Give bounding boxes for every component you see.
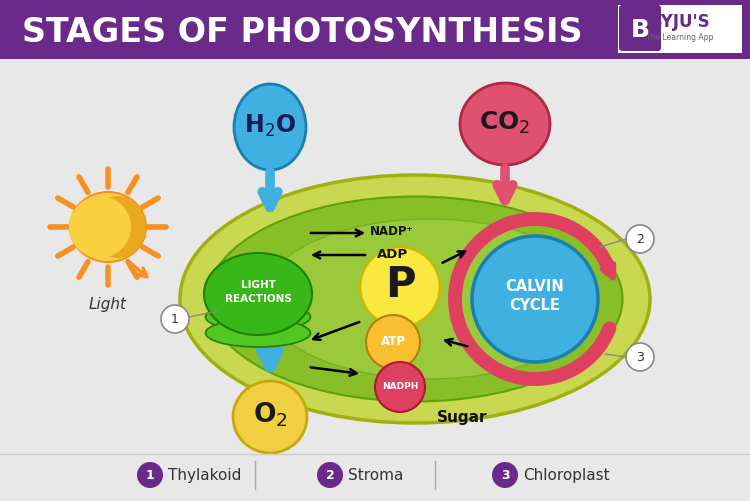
Text: 2: 2 — [326, 468, 334, 481]
Ellipse shape — [70, 192, 146, 263]
Text: Sugar: Sugar — [436, 410, 488, 425]
Text: H$_2$O: H$_2$O — [244, 113, 296, 139]
Ellipse shape — [206, 304, 310, 331]
Text: Chloroplast: Chloroplast — [523, 467, 610, 482]
Ellipse shape — [204, 254, 312, 335]
Ellipse shape — [234, 85, 306, 171]
Text: 3: 3 — [636, 351, 644, 364]
FancyBboxPatch shape — [619, 6, 661, 52]
Text: O$_2$: O$_2$ — [253, 400, 287, 428]
Text: Stroma: Stroma — [348, 467, 404, 482]
Ellipse shape — [206, 272, 310, 300]
Ellipse shape — [262, 219, 598, 379]
Circle shape — [492, 462, 518, 488]
Ellipse shape — [69, 196, 131, 259]
Circle shape — [626, 225, 654, 254]
Text: P: P — [385, 264, 416, 306]
Text: Light: Light — [89, 297, 127, 312]
Text: 3: 3 — [501, 468, 509, 481]
Text: 1: 1 — [146, 468, 154, 481]
Text: STAGES OF PHOTOSYNTHESIS: STAGES OF PHOTOSYNTHESIS — [22, 16, 583, 49]
Ellipse shape — [91, 196, 146, 259]
Ellipse shape — [208, 197, 622, 402]
Text: LIGHT
REACTIONS: LIGHT REACTIONS — [224, 280, 292, 303]
Text: CO$_2$: CO$_2$ — [479, 110, 530, 136]
Bar — [0, 0, 750, 58]
Circle shape — [472, 236, 598, 362]
Ellipse shape — [180, 176, 650, 423]
Ellipse shape — [206, 319, 310, 347]
Circle shape — [317, 462, 343, 488]
Text: BYJU'S: BYJU'S — [650, 13, 710, 31]
Text: 1: 1 — [171, 313, 179, 326]
FancyBboxPatch shape — [0, 0, 750, 60]
Circle shape — [375, 362, 425, 412]
Circle shape — [161, 306, 189, 333]
Ellipse shape — [460, 84, 550, 166]
Text: B: B — [631, 18, 650, 42]
Text: NADPH: NADPH — [382, 382, 419, 391]
Circle shape — [626, 343, 654, 371]
Circle shape — [137, 462, 163, 488]
Text: NADP⁺: NADP⁺ — [370, 225, 414, 238]
Text: CALVIN
CYCLE: CALVIN CYCLE — [506, 278, 564, 313]
Circle shape — [360, 247, 440, 327]
Text: 2: 2 — [636, 233, 644, 246]
Text: ADP: ADP — [376, 247, 407, 260]
Text: ATP: ATP — [380, 335, 406, 348]
Bar — [618, 6, 742, 54]
Text: The Learning App: The Learning App — [646, 34, 714, 43]
Text: Thylakoid: Thylakoid — [168, 467, 242, 482]
Circle shape — [366, 315, 420, 369]
Ellipse shape — [206, 288, 310, 315]
Ellipse shape — [233, 381, 307, 453]
